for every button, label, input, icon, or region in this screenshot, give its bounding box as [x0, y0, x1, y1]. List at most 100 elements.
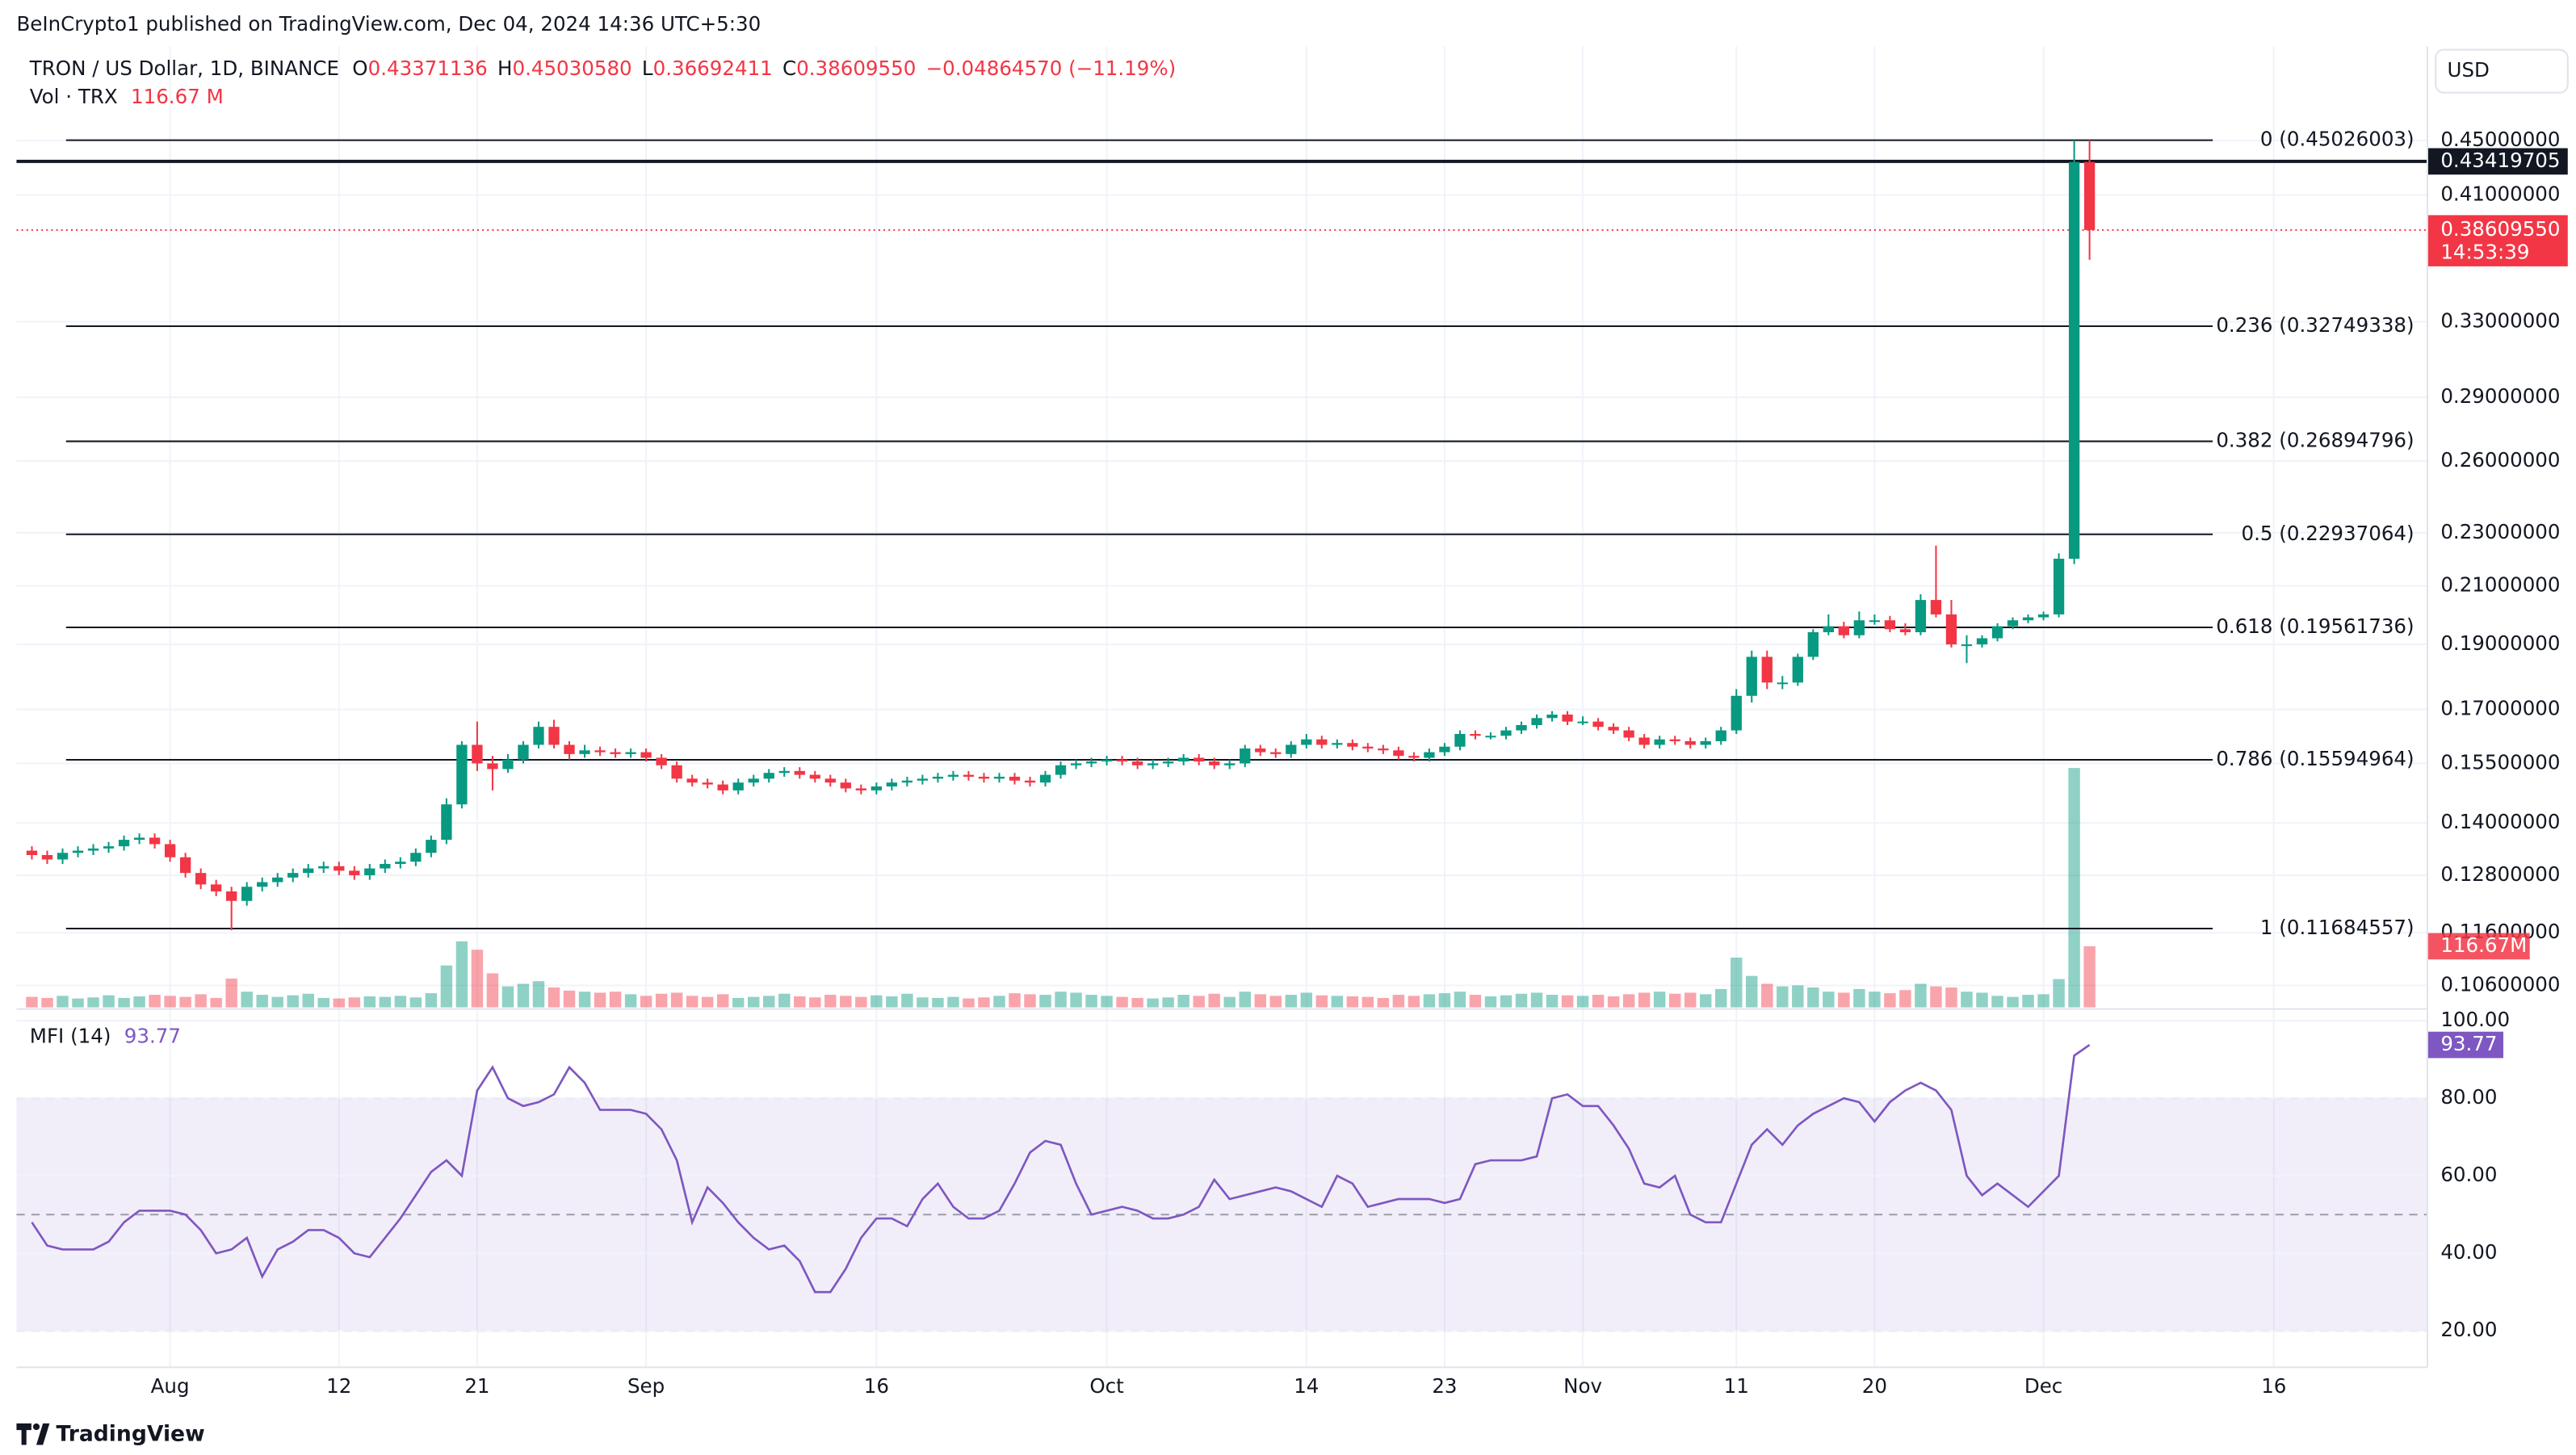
volume-bar: [886, 996, 898, 1008]
mfi-last: 93.77: [124, 1024, 181, 1047]
legend-change: −0.04864570 (−11.19%): [926, 57, 1177, 80]
countdown: 14:53:39: [2440, 240, 2529, 263]
volume-bar: [1869, 992, 1881, 1008]
candle-body: [1592, 721, 1604, 728]
volume-tag-label: 116.67M: [2440, 933, 2527, 957]
volume-bar: [1884, 993, 1896, 1008]
volume-bar: [210, 997, 222, 1008]
candle-body: [564, 744, 575, 754]
y-tick-label: 0.21000000: [2440, 573, 2560, 597]
legend-ohlc-label: C: [782, 57, 796, 80]
volume-bar: [1638, 992, 1651, 1008]
volume-bar: [1315, 995, 1328, 1008]
volume-bar: [1899, 990, 1911, 1008]
candle-body: [1393, 750, 1404, 757]
candle-body: [1700, 740, 1711, 745]
volume-bar: [1438, 993, 1451, 1008]
volume-bar: [670, 992, 683, 1008]
volume-bar: [1945, 987, 1957, 1008]
candle-body: [686, 778, 698, 783]
candle-body: [656, 757, 667, 765]
volume-bar: [901, 993, 913, 1008]
volume-bar: [824, 995, 837, 1008]
mfi-line: [31, 1043, 2091, 1294]
candle-body: [472, 744, 483, 764]
candle-body: [1516, 725, 1527, 731]
volume-bar: [1930, 986, 1942, 1008]
currency[interactable]: USD: [2448, 58, 2490, 82]
candle-body: [533, 727, 544, 745]
candle-body: [1347, 743, 1358, 747]
volume-bar: [609, 992, 622, 1008]
volume-bar: [1622, 994, 1635, 1008]
volume-bar: [1392, 995, 1405, 1008]
volume-bar: [501, 986, 514, 1008]
volume-bar: [57, 996, 69, 1008]
candle-body: [364, 868, 375, 875]
volume-bar: [1223, 996, 1236, 1008]
candle-body: [763, 773, 774, 779]
candle-body: [441, 804, 452, 841]
footer-logo: TradingView: [16, 1422, 205, 1447]
candle-body: [610, 752, 621, 754]
legend-ohlc-value: 0.45030580: [512, 57, 631, 80]
volume-bar: [1592, 995, 1605, 1008]
volume-bar: [118, 997, 130, 1008]
candle-body: [732, 782, 744, 790]
volume-bar: [1454, 992, 1466, 1008]
volume-bar: [1361, 996, 1374, 1008]
volume-bar: [1699, 994, 1712, 1008]
candle-body: [2068, 161, 2080, 559]
candle-body: [2083, 161, 2096, 230]
volume-bar: [1684, 992, 1697, 1008]
volume-bar: [1530, 992, 1543, 1008]
currency-button[interactable]: [2435, 48, 2569, 94]
volume-bar: [1807, 987, 1819, 1008]
volume-bar: [2053, 979, 2065, 1008]
horizontal-line-tag: [2427, 148, 2568, 175]
candle-body: [72, 850, 84, 853]
candle-body: [1869, 620, 1881, 623]
candle-body: [2022, 617, 2034, 621]
candle-body: [2053, 558, 2065, 614]
candle-body: [671, 765, 682, 779]
candle-body: [1224, 763, 1236, 765]
overlay: TRON / US Dollar, 1D, BINANCE O0.43371136…: [29, 57, 2568, 1059]
volume-bar: [1976, 992, 1988, 1008]
candle-body: [1332, 743, 1343, 745]
volume-bar: [1024, 994, 1036, 1008]
volume-bar: [1269, 996, 1282, 1008]
candle-body: [1577, 721, 1588, 723]
candle-body: [1009, 776, 1021, 781]
candle-body: [1608, 727, 1619, 731]
volume-bar: [1668, 993, 1681, 1008]
legend-ohlc-label: O: [352, 57, 367, 80]
legend-ohlc-value: 0.36692411: [653, 57, 773, 80]
volume-bar: [1561, 995, 1574, 1008]
volume-bar: [1823, 992, 1835, 1008]
y-tick-label: 0.14000000: [2440, 810, 2560, 833]
fib-label: 0.5 (0.22937064): [2242, 522, 2414, 545]
volume-bar: [747, 996, 760, 1008]
volume-bar: [287, 995, 299, 1008]
candle-body: [855, 788, 866, 790]
volume-bar: [1300, 992, 1313, 1008]
candle-body: [993, 776, 1005, 779]
candle-body: [1485, 736, 1496, 738]
candle-body: [57, 853, 69, 860]
volume-bar: [440, 965, 453, 1008]
y-tick-label: 0.41000000: [2440, 182, 2560, 205]
volume-bar: [455, 941, 468, 1008]
candle-body: [1255, 748, 1266, 753]
candle-body: [1286, 744, 1297, 754]
candle-body: [1162, 761, 1174, 764]
x-tick-label: 20: [1862, 1374, 1887, 1398]
candle-body: [1439, 746, 1450, 753]
plot: 0 (0.45026003) 0.236 (0.32749338) 0.382 (0…: [16, 128, 2427, 1294]
horizontal-line-label: 0.43419705: [2440, 149, 2560, 172]
candle-body: [195, 873, 207, 885]
volume-bar: [840, 996, 852, 1008]
volume-bar: [256, 995, 268, 1008]
volume-bar: [794, 996, 806, 1008]
candle-body: [886, 782, 898, 787]
